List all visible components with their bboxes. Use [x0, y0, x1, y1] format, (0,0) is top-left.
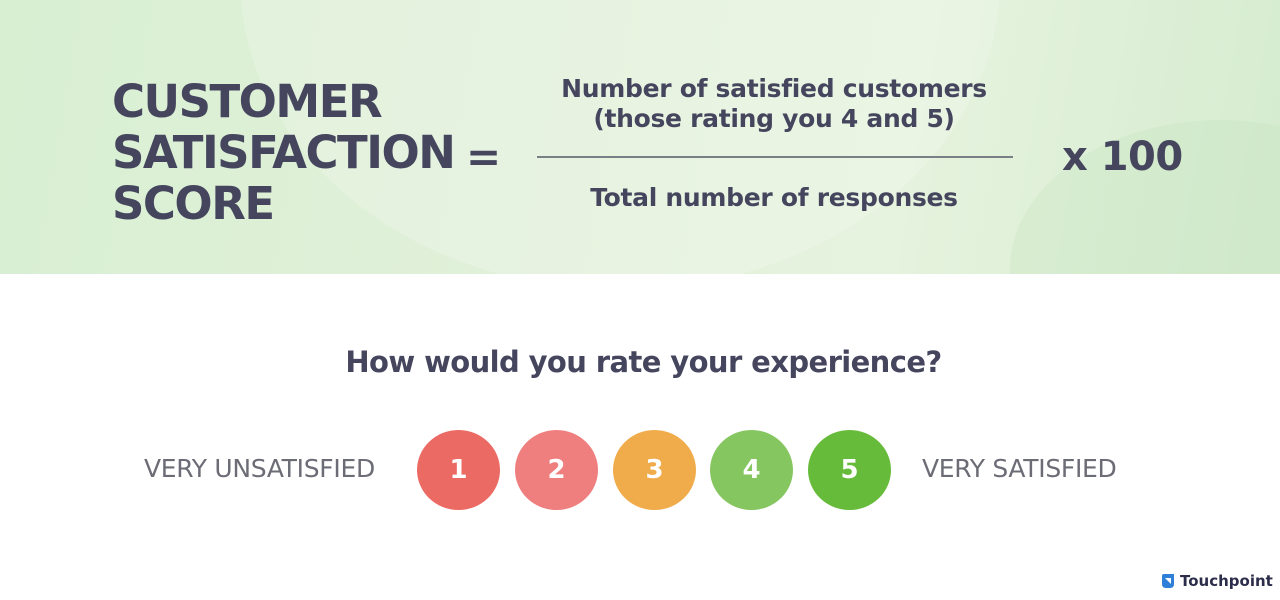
fraction-numerator: Number of satisfied customers (those rat…	[540, 74, 1008, 134]
rating-button-4[interactable]: 4	[710, 430, 793, 510]
survey-question: How would you rate your experience?	[345, 345, 942, 379]
numerator-line: (those rating you 4 and 5)	[593, 104, 955, 133]
rating-button-2[interactable]: 2	[515, 430, 598, 510]
multiplier: x 100	[1062, 134, 1183, 180]
scale-high-label: VERY SATISFIED	[922, 454, 1117, 483]
fraction-denominator: Total number of responses	[590, 183, 958, 212]
formula-term-line: SCORE	[112, 177, 275, 230]
formula-term-line: CUSTOMER	[112, 75, 383, 128]
rating-button-5[interactable]: 5	[808, 430, 891, 510]
rating-button-3[interactable]: 3	[613, 430, 696, 510]
rating-button-1[interactable]: 1	[417, 430, 500, 510]
fraction-bar	[537, 156, 1013, 158]
equals-sign: =	[466, 132, 502, 181]
brand-logo: Touchpoint	[1160, 571, 1273, 591]
touchpoint-logo-icon	[1160, 573, 1176, 589]
formula-term-csat: CUSTOMER SATISFACTION SCORE	[112, 75, 456, 230]
scale-low-label: VERY UNSATISFIED	[144, 454, 375, 483]
brand-name: Touchpoint	[1180, 572, 1273, 590]
numerator-line: Number of satisfied customers	[561, 74, 987, 103]
formula-banner: CUSTOMER SATISFACTION SCORE = Number of …	[0, 0, 1280, 274]
formula-term-line: SATISFACTION	[112, 126, 456, 179]
